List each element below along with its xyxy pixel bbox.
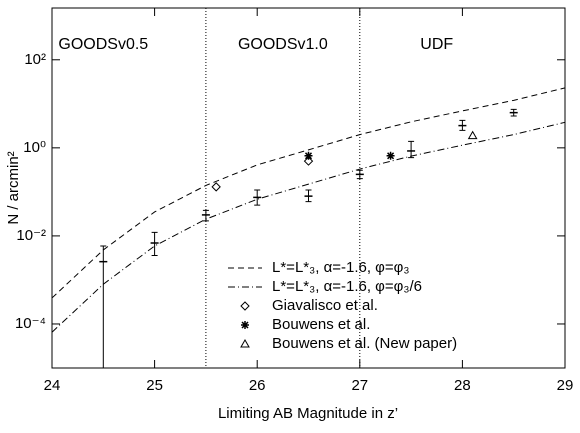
legend-label: L*=L*₃, α=-1.6, φ=φ₃/6 — [272, 278, 422, 295]
x-axis-label: Limiting AB Magnitude in z’ — [218, 405, 398, 422]
y-tick-label: 10² — [24, 51, 46, 68]
asterisk-marker — [304, 151, 313, 160]
x-tick-label: 26 — [249, 377, 266, 394]
y-axis-label: N / arcmin² — [5, 151, 22, 224]
region-label: UDF — [420, 36, 453, 53]
legend-label: L*=L*₃, α=-1.6, φ=φ₃ — [272, 259, 410, 276]
legend-label: Giavalisco et al. — [272, 297, 378, 314]
error-bar — [100, 245, 107, 369]
error-bar — [408, 140, 415, 159]
legend-label: Bouwens et al. — [272, 316, 370, 333]
asterisk-marker — [241, 321, 249, 329]
x-tick-label: 27 — [351, 377, 368, 394]
y-tick-label: 10⁰ — [23, 139, 46, 156]
x-tick-label: 29 — [557, 377, 574, 394]
triangle-marker — [467, 130, 478, 140]
legend-label: Bouwens et al. (New paper) — [272, 335, 457, 352]
triangle-marker — [240, 338, 250, 348]
model-curve — [51, 121, 566, 333]
model-curve — [51, 87, 566, 299]
x-tick-label: 25 — [146, 377, 163, 394]
region-label: GOODSv1.0 — [238, 36, 328, 53]
diamond-marker — [211, 182, 221, 192]
y-tick-label: 10⁻² — [16, 227, 46, 244]
x-tick-label: 28 — [454, 377, 471, 394]
diamond-marker — [303, 156, 314, 166]
diamond-marker — [240, 301, 250, 311]
plot-frame — [51, 7, 566, 369]
x-tick-label: 24 — [44, 377, 61, 394]
error-bar — [151, 231, 158, 256]
asterisk-marker — [386, 151, 395, 160]
y-tick-label: 10⁻⁴ — [15, 315, 46, 332]
region-label: GOODSv0.5 — [58, 36, 148, 53]
